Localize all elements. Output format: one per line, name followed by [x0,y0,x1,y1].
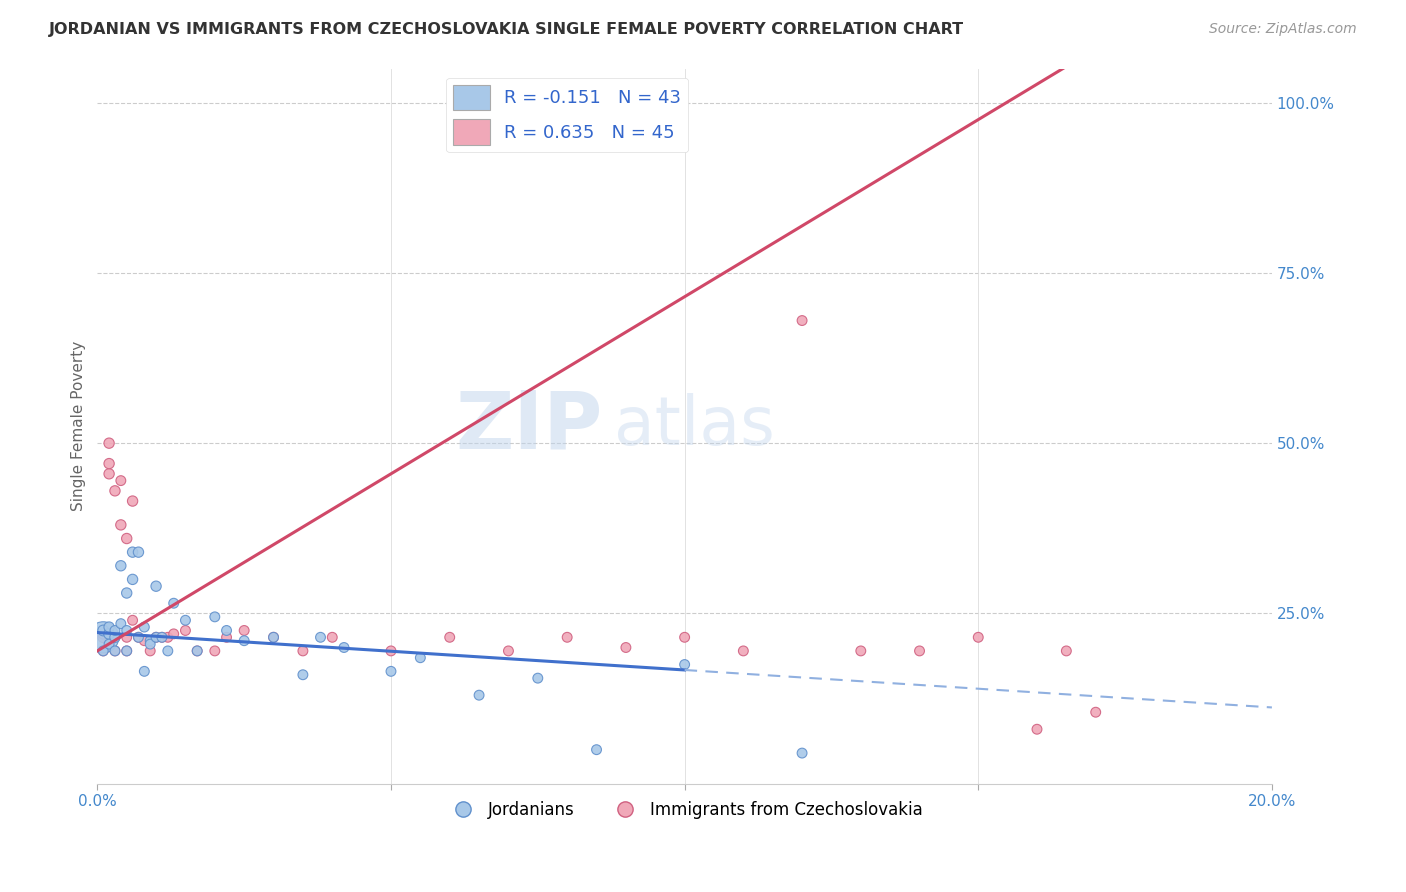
Point [91,644,114,658]
Point [163,596,186,610]
Text: Source: ZipAtlas.com: Source: ZipAtlas.com [1209,22,1357,37]
Point [321,630,343,644]
Point [1054,644,1077,658]
Point [291,644,314,658]
Text: atlas: atlas [614,393,775,459]
Point [614,640,637,655]
Point [174,613,197,627]
Point [733,644,755,658]
Point [790,313,813,327]
Point [121,613,143,627]
Point [98,436,121,450]
Point [849,644,872,658]
Legend: Jordanians, Immigrants from Czechoslovakia: Jordanians, Immigrants from Czechoslovak… [440,794,929,825]
Point [110,474,132,488]
Point [134,665,156,679]
Point [98,620,121,634]
Point [115,644,138,658]
Point [263,630,285,644]
Point [115,532,138,546]
Point [150,630,173,644]
Point [98,637,121,651]
Point [104,644,127,658]
Point [585,742,607,756]
Point [186,644,208,658]
Point [98,467,121,481]
Point [163,627,186,641]
Point [121,573,143,587]
Point [790,746,813,760]
Point [110,558,132,573]
Point [468,688,491,702]
Point [233,633,256,648]
Point [498,644,520,658]
Point [1026,723,1049,737]
Point [127,630,149,644]
Point [186,644,208,658]
Point [156,644,179,658]
Point [673,657,696,672]
Point [215,624,238,638]
Point [115,586,138,600]
Point [104,624,127,638]
Point [139,644,162,658]
Point [91,624,114,638]
Point [150,630,173,644]
Point [673,630,696,644]
Point [91,630,114,644]
Point [215,630,238,644]
Text: ZIP: ZIP [456,387,602,465]
Point [204,610,226,624]
Point [156,630,179,644]
Point [104,630,127,644]
Y-axis label: Single Female Poverty: Single Female Poverty [72,341,86,511]
Point [115,624,138,638]
Point [333,640,356,655]
Point [291,667,314,681]
Point [121,545,143,559]
Point [263,630,285,644]
Point [134,633,156,648]
Point [439,630,461,644]
Point [91,630,114,644]
Point [91,644,114,658]
Point [380,665,402,679]
Point [139,633,162,648]
Point [908,644,931,658]
Point [409,650,432,665]
Point [527,671,550,685]
Point [204,644,226,658]
Point [127,545,149,559]
Point [104,644,127,658]
Point [121,494,143,508]
Point [309,630,332,644]
Point [104,630,127,644]
Point [145,630,167,644]
Point [127,630,149,644]
Point [91,627,114,641]
Point [555,630,578,644]
Point [145,579,167,593]
Point [98,627,121,641]
Point [174,624,197,638]
Point [115,644,138,658]
Point [110,517,132,532]
Point [967,630,990,644]
Point [1084,705,1107,719]
Point [110,616,132,631]
Point [104,483,127,498]
Point [115,630,138,644]
Point [145,630,167,644]
Point [98,457,121,471]
Point [134,620,156,634]
Text: JORDANIAN VS IMMIGRANTS FROM CZECHOSLOVAKIA SINGLE FEMALE POVERTY CORRELATION CH: JORDANIAN VS IMMIGRANTS FROM CZECHOSLOVA… [49,22,965,37]
Point [233,624,256,638]
Point [139,637,162,651]
Point [380,644,402,658]
